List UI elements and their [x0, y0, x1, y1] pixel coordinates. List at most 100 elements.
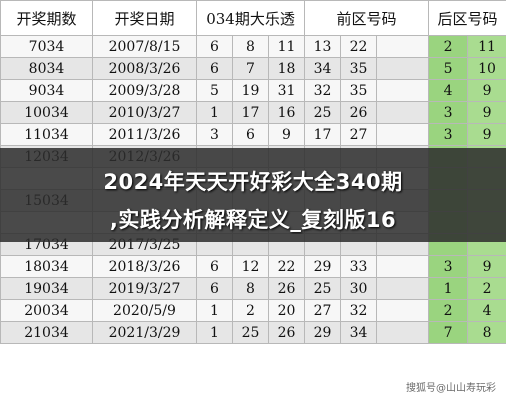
front-number-cell: 32 [304, 79, 342, 102]
header-row: 开奖期数 开奖日期 034期大乐透 前区号码 后区号码 [0, 0, 506, 36]
back-number-cell: 3 [428, 101, 469, 124]
front-number-cell: 7 [232, 57, 269, 80]
front-number-cell: 8 [232, 35, 269, 58]
date-cell: 2021/3/29 [92, 321, 197, 344]
front-number-cell: 20 [267, 299, 306, 322]
back-number-cell: 7 [428, 321, 469, 344]
front-number-cell: 32 [340, 299, 378, 322]
date-cell: 2010/3/27 [92, 101, 197, 124]
front-number-cell: 27 [340, 123, 378, 146]
back-number-cell: 10 [467, 57, 506, 80]
date-cell: 2011/3/26 [92, 123, 197, 146]
spacer-cell [376, 277, 430, 300]
back-number-cell: 5 [428, 57, 469, 80]
front-number-cell: 22 [340, 35, 378, 58]
back-number-cell: 2 [428, 299, 469, 322]
front-number-cell: 8 [232, 277, 269, 300]
front-number-cell: 17 [304, 123, 342, 146]
table-row: 10034 2010/3/27 1 17 16 25 26 3 9 [0, 101, 506, 124]
col-front-header: 前区号码 [304, 0, 430, 36]
table-row: 7034 2007/8/15 6 8 11 13 22 2 11 [0, 35, 506, 58]
source-watermark: 搜狐号@山山寿玩彩 [406, 383, 496, 394]
front-number-cell: 6 [196, 255, 233, 278]
front-number-cell: 35 [340, 79, 378, 102]
front-number-cell: 6 [232, 123, 269, 146]
front-number-cell: 9 [267, 123, 306, 146]
date-cell: 2008/3/26 [92, 57, 197, 80]
front-number-cell: 11 [267, 35, 306, 58]
col-draw-header: 034期大乐透 [195, 0, 306, 36]
issue-cell: 7034 [0, 35, 93, 58]
front-number-cell: 3 [196, 123, 233, 146]
back-number-cell: 9 [467, 79, 506, 102]
back-number-cell: 3 [428, 255, 469, 278]
back-number-cell: 9 [467, 101, 506, 124]
spacer-cell [376, 57, 430, 80]
front-number-cell: 33 [340, 255, 378, 278]
table-row: 11034 2011/3/26 3 6 9 17 27 3 9 [0, 123, 506, 146]
overlay-title-line2: ,实践分析解释定义_复刻版16 [109, 208, 397, 232]
issue-cell: 21034 [0, 321, 93, 344]
front-number-cell: 31 [267, 79, 306, 102]
back-number-cell: 2 [467, 277, 506, 300]
date-cell: 2018/3/26 [92, 255, 197, 278]
front-number-cell: 35 [340, 57, 378, 80]
issue-cell: 8034 [0, 57, 93, 80]
table-row: 8034 2008/3/26 6 7 18 34 35 5 10 [0, 57, 506, 80]
front-number-cell: 5 [196, 79, 233, 102]
issue-cell: 10034 [0, 101, 93, 124]
col-date-header: 开奖日期 [92, 0, 197, 36]
spacer-cell [376, 101, 430, 124]
back-number-cell: 3 [428, 123, 469, 146]
front-number-cell: 26 [267, 277, 306, 300]
spacer-cell [376, 35, 430, 58]
issue-cell: 11034 [0, 123, 93, 146]
front-number-cell: 17 [232, 101, 269, 124]
issue-cell: 9034 [0, 79, 93, 102]
table-row: 18034 2018/3/26 6 12 22 29 33 3 9 [0, 255, 506, 278]
date-cell: 2007/8/15 [92, 35, 197, 58]
date-cell: 2019/3/27 [92, 277, 197, 300]
back-number-cell: 9 [467, 255, 506, 278]
front-number-cell: 1 [196, 321, 233, 344]
front-number-cell: 22 [267, 255, 306, 278]
front-number-cell: 6 [196, 57, 233, 80]
front-number-cell: 1 [196, 299, 233, 322]
front-number-cell: 30 [340, 277, 378, 300]
front-number-cell: 34 [304, 57, 342, 80]
front-number-cell: 26 [267, 321, 306, 344]
front-number-cell: 26 [340, 101, 378, 124]
back-number-cell: 4 [467, 299, 506, 322]
back-number-cell: 8 [467, 321, 506, 344]
col-back-header: 后区号码 [428, 0, 506, 36]
back-number-cell: 1 [428, 277, 469, 300]
front-number-cell: 34 [340, 321, 378, 344]
front-number-cell: 29 [304, 255, 342, 278]
spacer-cell [376, 321, 430, 344]
front-number-cell: 1 [196, 101, 233, 124]
table-row: 21034 2021/3/29 1 25 26 29 34 7 8 [0, 321, 506, 344]
back-number-cell: 11 [467, 35, 506, 58]
table-row: 20034 2020/5/9 1 2 20 27 32 2 4 [0, 299, 506, 322]
front-number-cell: 25 [304, 277, 342, 300]
front-number-cell: 19 [232, 79, 269, 102]
front-number-cell: 12 [232, 255, 269, 278]
spacer-cell [376, 123, 430, 146]
spacer-cell [376, 255, 430, 278]
spacer-cell [376, 299, 430, 322]
date-cell: 2020/5/9 [92, 299, 197, 322]
front-number-cell: 25 [232, 321, 269, 344]
col-issue-header: 开奖期数 [0, 0, 93, 36]
front-number-cell: 6 [196, 277, 233, 300]
issue-cell: 18034 [0, 255, 93, 278]
issue-cell: 19034 [0, 277, 93, 300]
issue-cell: 20034 [0, 299, 93, 322]
front-number-cell: 18 [267, 57, 306, 80]
front-number-cell: 2 [232, 299, 269, 322]
overlay-title-line1: 2024年天天开好彩大全340期 [103, 170, 403, 194]
front-number-cell: 25 [304, 101, 342, 124]
spacer-cell [376, 79, 430, 102]
front-number-cell: 6 [196, 35, 233, 58]
table-row: 19034 2019/3/27 6 8 26 25 30 1 2 [0, 277, 506, 300]
